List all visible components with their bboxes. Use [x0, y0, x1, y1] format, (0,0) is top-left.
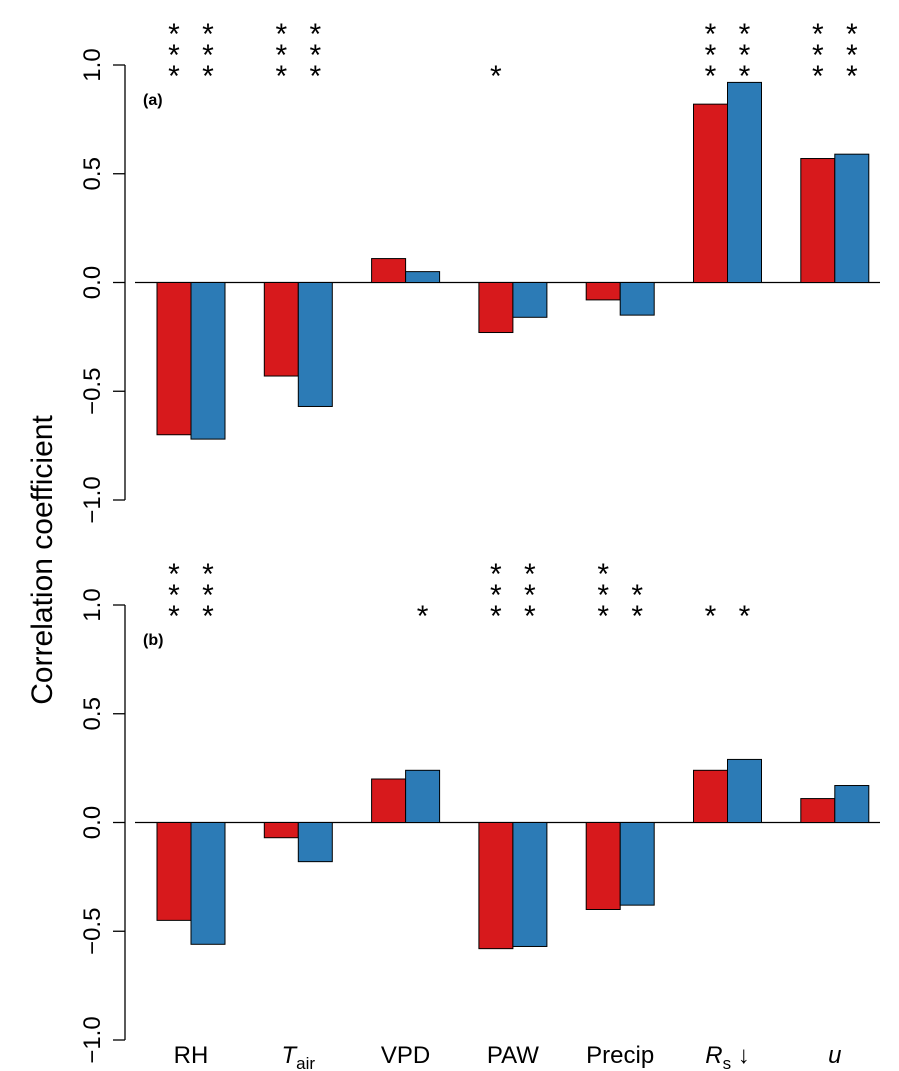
significance-star: *: [168, 579, 180, 612]
bar-b-4-0: [585, 822, 621, 910]
significance-star: *: [275, 18, 287, 51]
significance-star: *: [168, 18, 180, 51]
bar-a-6-0: [800, 158, 836, 283]
significance-star: *: [705, 39, 717, 72]
panel-tag: (a): [143, 92, 163, 109]
significance-star: *: [739, 600, 751, 633]
bar-a-5-1: [727, 81, 762, 284]
significance-star: *: [846, 39, 858, 72]
bar-b-2-1: [405, 769, 441, 823]
bar-a-1-0: [263, 282, 299, 377]
bar-b-3-1: [512, 822, 548, 947]
x-axis-category-labels: RH Tair VPD PAW Precip Rs ↓ u: [174, 1042, 842, 1071]
significance-star: *: [846, 18, 858, 51]
bar-a-1-1: [297, 282, 333, 407]
significance-star: *: [812, 39, 824, 72]
significance-star: *: [417, 600, 429, 633]
bar-a-2-0: [371, 258, 407, 284]
bar-a-2-1: [405, 271, 441, 283]
significance-star: *: [309, 18, 321, 51]
significance-star: *: [631, 600, 643, 633]
significance-star: *: [524, 600, 536, 633]
x-category-label: Rs ↓: [705, 1042, 750, 1071]
y-tick-label: −1.0: [79, 1016, 106, 1063]
significance-star: *: [597, 600, 609, 633]
significance-star: *: [705, 600, 717, 633]
significance-star: *: [705, 18, 717, 51]
y-axis-label: Correlation coefficient: [26, 415, 59, 705]
y-tick-label: 1.0: [79, 588, 106, 621]
panel-tag: (b): [143, 632, 163, 649]
bar-a-6-1: [834, 153, 870, 283]
significance-star: *: [597, 579, 609, 612]
y-tick-label: −0.5: [79, 368, 106, 415]
significance-star: *: [168, 39, 180, 72]
significance-star: *: [275, 60, 287, 93]
significance-star: *: [168, 60, 180, 93]
bar-a-0-0: [156, 282, 192, 436]
significance-star: *: [309, 60, 321, 93]
significance-star: *: [739, 39, 751, 72]
significance-star: *: [168, 600, 180, 633]
significance-star: *: [739, 60, 751, 93]
significance-star: *: [597, 558, 609, 591]
y-tick-label: 0.0: [79, 806, 106, 839]
x-category-label: Tair: [282, 1042, 316, 1071]
significance-star: *: [490, 60, 502, 93]
bar-a-4-1: [619, 282, 655, 316]
significance-star: *: [202, 579, 214, 612]
bar-b-2-0: [371, 778, 407, 823]
significance-star: *: [631, 579, 643, 612]
significance-star: *: [168, 558, 180, 591]
x-category-label: RH: [174, 1042, 209, 1069]
bar-b-1-0: [263, 822, 299, 839]
significance-star: *: [812, 18, 824, 51]
y-tick-label: 0.5: [79, 157, 106, 190]
bar-b-4-1: [619, 822, 655, 906]
bar-a-3-0: [478, 282, 514, 334]
significance-star: *: [705, 60, 717, 93]
bar-b-0-1: [190, 822, 226, 945]
y-tick-label: −0.5: [79, 908, 106, 955]
significance-star: *: [490, 600, 502, 633]
bar-b-0-0: [156, 822, 192, 921]
y-tick-label: 0.5: [79, 697, 106, 730]
bar-b-1-1: [297, 822, 333, 863]
significance-star: *: [202, 39, 214, 72]
significance-star: *: [309, 39, 321, 72]
x-category-label: Precip: [586, 1042, 654, 1069]
y-tick-label: 1.0: [79, 48, 106, 81]
bar-b-6-1: [834, 785, 870, 824]
bar-a-0-1: [190, 282, 226, 440]
x-category-label: u: [828, 1042, 841, 1069]
x-category-label: VPD: [381, 1042, 430, 1069]
significance-star: *: [812, 60, 824, 93]
y-tick-label: −1.0: [79, 476, 106, 523]
significance-star: *: [490, 558, 502, 591]
bar-a-4-0: [585, 282, 621, 301]
significance-star: *: [202, 558, 214, 591]
panel-a: −1.0−0.50.00.51.0(a)************ ********…: [79, 18, 880, 524]
bar-b-5-1: [727, 758, 762, 823]
significance-star: *: [202, 18, 214, 51]
bar-b-6-0: [800, 798, 836, 824]
significance-star: *: [275, 39, 287, 72]
significance-star: *: [524, 579, 536, 612]
significance-star: *: [846, 60, 858, 93]
bar-b-3-0: [478, 822, 514, 950]
significance-star: *: [524, 558, 536, 591]
bar-a-5-0: [693, 103, 728, 284]
y-tick-label: 0.0: [79, 266, 106, 299]
significance-star: *: [490, 579, 502, 612]
significance-star: *: [202, 60, 214, 93]
bar-a-3-1: [512, 282, 548, 318]
bar-b-5-0: [693, 769, 728, 823]
x-category-label: PAW: [487, 1042, 539, 1069]
significance-star: *: [202, 600, 214, 633]
panel-b: −1.0−0.50.00.51.0(b)****** ************ * *: [79, 558, 880, 1064]
significance-star: *: [739, 18, 751, 51]
